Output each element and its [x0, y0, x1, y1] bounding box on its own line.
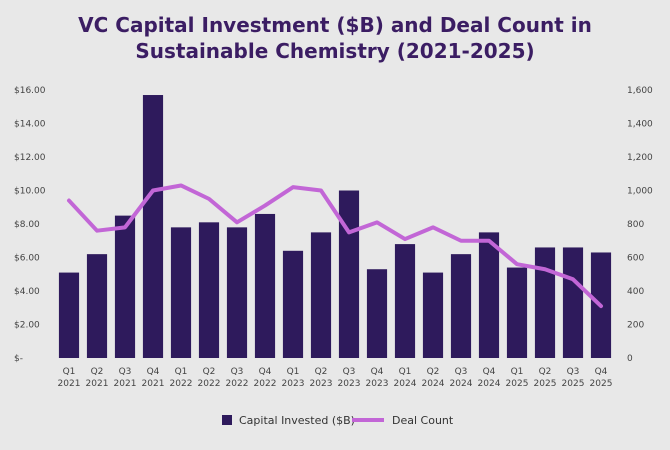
capital-invested-bars — [58, 95, 612, 359]
bar — [366, 269, 388, 358]
bar — [226, 227, 248, 358]
x-tick-label: Q3 2024 — [450, 367, 473, 389]
bar — [310, 232, 332, 358]
x-tick-label: Q3 2022 — [226, 367, 249, 389]
left-y-tick-label: $6.00 — [14, 254, 40, 264]
left-y-axis: $- $2.00 $4.00 $6.00 $8.00 $10.00 $12.00 $14.00… — [14, 86, 46, 364]
deal-count-series-line — [67, 183, 603, 309]
x-tick-label: Q1 2023 — [282, 367, 305, 389]
bar — [478, 232, 500, 358]
deal-count-line — [67, 183, 603, 309]
x-tick-label: Q1 2022 — [170, 367, 193, 389]
bar — [450, 254, 472, 358]
x-tick-label: Q3 2021 — [114, 367, 137, 389]
x-tick-label: Q4 2025 — [590, 367, 613, 389]
legend-swatch-capital — [222, 415, 232, 425]
bar — [422, 272, 444, 358]
bar — [394, 244, 416, 358]
x-tick-label: Q1 2021 — [58, 367, 81, 389]
x-tick-label: Q2 2024 — [422, 367, 445, 389]
x-tick-label: Q1 2025 — [506, 367, 529, 389]
left-y-tick-label: $14.00 — [14, 120, 46, 130]
right-y-axis: 0 200 400 600 800 1,000 1,200 1,400 1,600 — [627, 86, 653, 364]
x-tick-label: Q4 2024 — [478, 367, 501, 389]
right-y-tick-label: 1,000 — [627, 187, 653, 197]
right-y-tick-label: 1,600 — [627, 86, 653, 96]
x-tick-label: Q2 2022 — [198, 367, 221, 389]
bar — [142, 95, 164, 359]
bar — [254, 213, 276, 358]
x-tick-label: Q4 2023 — [366, 367, 389, 389]
bar — [198, 222, 220, 358]
left-y-tick-label: $2.00 — [14, 321, 40, 331]
bar — [534, 247, 556, 358]
x-tick-label: Q4 2021 — [142, 367, 165, 389]
bar — [170, 227, 192, 358]
bar — [58, 272, 80, 358]
x-tick-label: Q3 2025 — [562, 367, 585, 389]
bar — [338, 190, 360, 358]
right-y-tick-label: 1,200 — [627, 153, 653, 163]
right-y-tick-label: 0 — [627, 354, 633, 364]
bar — [86, 254, 108, 358]
x-tick-label: Q3 2023 — [338, 367, 361, 389]
x-tick-label: Q2 2021 — [86, 367, 109, 389]
bar — [282, 250, 304, 358]
right-y-tick-label: 600 — [627, 254, 644, 264]
left-y-tick-label: $4.00 — [14, 287, 40, 297]
right-y-tick-label: 400 — [627, 287, 644, 297]
legend: Capital Invested ($B) Deal Count — [222, 414, 454, 427]
legend-label-capital: Capital Invested ($B) — [239, 414, 355, 427]
chart-title: VC Capital Investment ($B) and Deal Coun… — [0, 12, 670, 64]
chart-title-line-2: Sustainable Chemistry (2021-2025) — [135, 39, 535, 63]
x-tick-label: Q2 2025 — [534, 367, 557, 389]
left-y-tick-label: $10.00 — [14, 187, 46, 197]
x-tick-label: Q2 2023 — [310, 367, 333, 389]
x-tick-label: Q4 2022 — [254, 367, 277, 389]
x-tick-label: Q1 2024 — [394, 367, 417, 389]
bar — [114, 215, 136, 358]
left-y-tick-label: $12.00 — [14, 153, 46, 163]
left-y-tick-label: $- — [14, 354, 23, 364]
bar — [506, 267, 528, 358]
bar — [562, 247, 584, 358]
chart-title-line-1: VC Capital Investment ($B) and Deal Coun… — [78, 13, 592, 37]
right-y-tick-label: 1,400 — [627, 120, 653, 130]
left-y-tick-label: $16.00 — [14, 86, 46, 96]
right-y-tick-label: 800 — [627, 220, 644, 230]
right-y-tick-label: 200 — [627, 321, 644, 331]
legend-label-deal-count: Deal Count — [392, 414, 454, 427]
left-y-tick-label: $8.00 — [14, 220, 40, 230]
